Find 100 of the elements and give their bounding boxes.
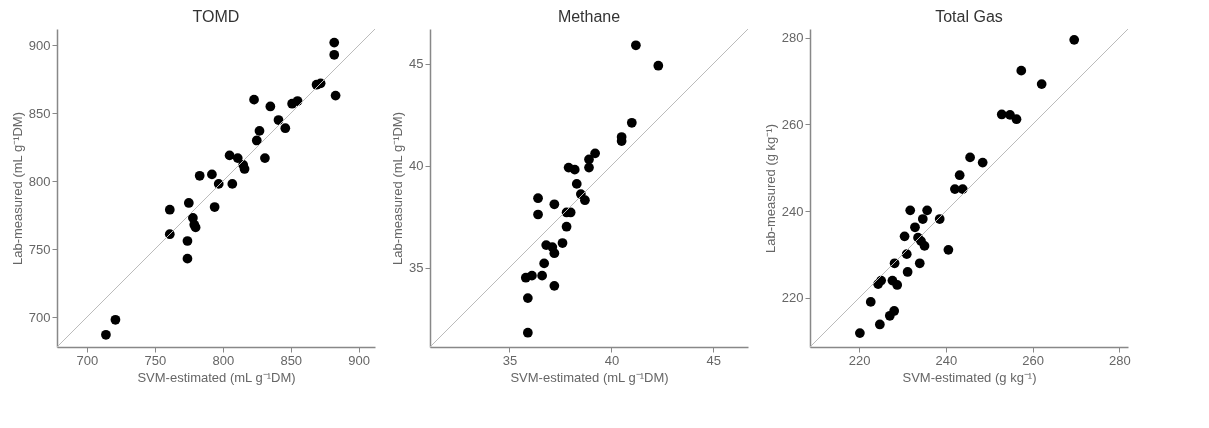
y-tick-label: 900	[28, 37, 51, 53]
point	[522, 293, 533, 303]
point	[537, 270, 547, 281]
point	[917, 214, 928, 224]
point	[207, 169, 217, 180]
x-tick-label: 750	[144, 352, 167, 368]
x-tick-label: 280	[1108, 352, 1131, 368]
point	[549, 280, 560, 291]
point	[265, 101, 276, 112]
point	[910, 222, 920, 233]
y-tick-label: 700	[28, 309, 51, 325]
x-tick-label: 700	[76, 352, 99, 368]
chart-title: TOMD	[192, 8, 240, 25]
x-tick-label: 35	[502, 352, 518, 368]
point	[922, 205, 933, 216]
point	[280, 123, 291, 134]
y-tick-label: 800	[28, 173, 51, 189]
y-tick-label: 240	[781, 203, 804, 219]
point	[1016, 65, 1027, 76]
point	[273, 115, 284, 125]
point	[889, 306, 900, 316]
point	[1011, 114, 1022, 125]
point	[626, 117, 637, 128]
point	[557, 238, 568, 248]
point	[539, 258, 550, 269]
point	[892, 280, 903, 290]
point	[533, 193, 543, 204]
y-axis-title: Lab-measured (mL g⁻¹DM)	[390, 111, 406, 266]
y-tick-label: 280	[781, 30, 804, 46]
point	[590, 148, 600, 159]
point	[631, 40, 641, 51]
chart-title: Methane	[557, 8, 621, 25]
point	[329, 37, 340, 48]
point	[227, 179, 238, 189]
point	[653, 60, 664, 71]
x-tick-label: 850	[280, 352, 303, 368]
point	[249, 94, 259, 105]
point	[101, 329, 111, 340]
x-tick-label: 40	[604, 352, 620, 368]
point	[561, 221, 572, 232]
point	[934, 214, 945, 224]
y-axis-title: Lab-measured (mL g⁻¹DM)	[9, 111, 25, 266]
x-axis-title: SVM-estimated (mL g⁻¹DM)	[137, 369, 296, 385]
y-tick-label: 35	[409, 260, 424, 275]
y-tick-label: 220	[781, 290, 804, 306]
point	[584, 154, 594, 165]
point	[914, 258, 925, 269]
point	[584, 162, 594, 173]
point	[182, 236, 193, 246]
point	[549, 248, 560, 259]
point	[110, 314, 121, 325]
point	[292, 96, 303, 106]
y-tick-label: 40	[409, 158, 424, 174]
x-tick-label: 45	[706, 352, 722, 368]
y-tick-label: 45	[409, 56, 424, 72]
point	[865, 297, 876, 307]
x-tick-label: 240	[935, 352, 958, 368]
point	[954, 170, 965, 181]
point	[957, 184, 968, 194]
point	[1005, 110, 1015, 120]
y-tick-label: 260	[781, 116, 804, 132]
y-tick-label: 750	[28, 241, 51, 257]
point	[919, 241, 930, 251]
y-tick-label: 850	[28, 105, 51, 121]
point	[260, 153, 270, 163]
point	[855, 328, 865, 338]
point	[183, 198, 194, 208]
point	[1036, 79, 1047, 89]
point	[329, 49, 340, 60]
point	[874, 319, 885, 330]
x-tick-label: 900	[348, 352, 371, 368]
point	[571, 179, 582, 189]
point	[330, 90, 341, 101]
point	[224, 150, 235, 161]
point	[549, 199, 560, 210]
point	[876, 275, 887, 286]
point	[209, 202, 220, 212]
point	[905, 205, 916, 216]
point	[522, 327, 533, 338]
point	[533, 209, 543, 220]
point	[902, 267, 913, 277]
x-tick-label: 260	[1022, 352, 1044, 368]
point	[943, 244, 954, 255]
point	[232, 153, 243, 163]
chart-title: Total Gas	[935, 8, 1003, 25]
point	[527, 270, 537, 281]
x-axis-title: SVM-estimated (g kg⁻¹)	[902, 369, 1037, 385]
x-tick-label: 800	[212, 352, 235, 368]
point	[254, 126, 265, 136]
point	[580, 195, 590, 206]
point	[194, 170, 205, 181]
point	[251, 135, 262, 146]
point	[182, 253, 193, 264]
x-axis-title: SVM-estimated (mL g⁻¹DM)	[510, 369, 669, 385]
point	[899, 231, 910, 242]
point	[239, 164, 250, 174]
point	[977, 157, 988, 168]
point	[965, 152, 975, 163]
x-tick-label: 220	[848, 352, 871, 368]
point	[164, 204, 175, 215]
